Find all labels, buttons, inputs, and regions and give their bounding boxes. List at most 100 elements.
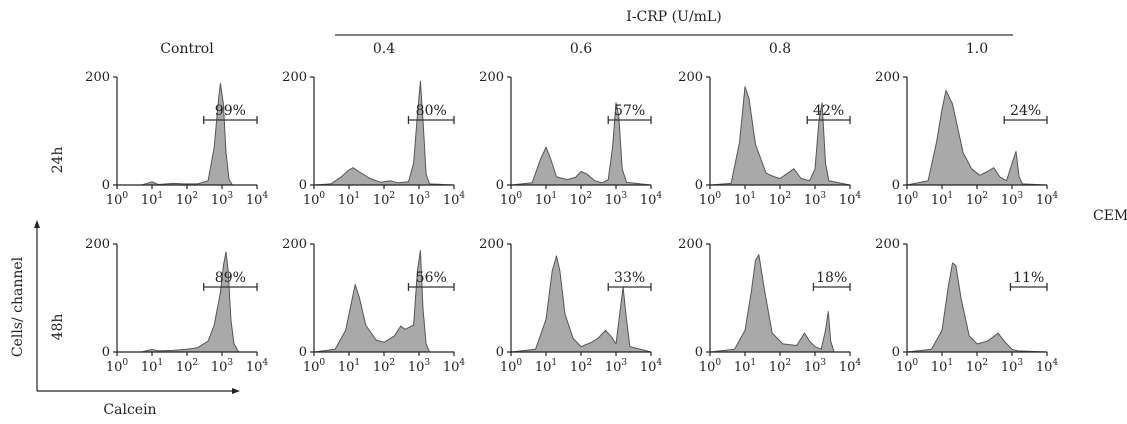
x-tick-label: 101 bbox=[338, 191, 360, 208]
x-tick-label: 103 bbox=[408, 358, 431, 375]
header-label: I-CRP (U/mL) bbox=[626, 9, 721, 25]
gate-percent-label: 99% bbox=[215, 103, 246, 119]
y-tick-label: 200 bbox=[479, 237, 504, 252]
x-tick-label: 100 bbox=[896, 358, 919, 375]
x-tick-label: 102 bbox=[769, 191, 791, 208]
y-tick-label: 0 bbox=[299, 345, 307, 360]
y-tick-label: 0 bbox=[695, 178, 703, 193]
y-tick-label: 0 bbox=[892, 178, 900, 193]
y-tick-label: 200 bbox=[282, 237, 307, 252]
gate-percent-label: 33% bbox=[614, 270, 645, 286]
row-label-48h: 48h bbox=[50, 314, 66, 341]
column-title: 0.8 bbox=[769, 41, 791, 57]
gate-percent-label: 56% bbox=[416, 270, 447, 286]
x-tick-label: 104 bbox=[839, 191, 862, 208]
histogram-area bbox=[906, 262, 1048, 353]
x-tick-label: 104 bbox=[839, 358, 862, 375]
y-tick-label: 200 bbox=[678, 70, 703, 85]
y-tick-label: 0 bbox=[695, 345, 703, 360]
x-tick-label: 100 bbox=[106, 191, 129, 208]
x-tick-label: 104 bbox=[246, 191, 269, 208]
gate-percent-label: 24% bbox=[1010, 103, 1041, 119]
y-tick-label: 0 bbox=[299, 178, 307, 193]
y-axis-arrowhead bbox=[34, 220, 40, 228]
x-tick-label: 101 bbox=[535, 358, 557, 375]
x-tick-label: 102 bbox=[769, 358, 791, 375]
x-tick-label: 102 bbox=[570, 191, 592, 208]
gate-percent-label: 80% bbox=[416, 103, 447, 119]
x-tick-label: 100 bbox=[500, 191, 523, 208]
x-tick-label: 104 bbox=[640, 358, 663, 375]
histogram-area bbox=[510, 102, 652, 186]
x-tick-label: 104 bbox=[1036, 191, 1059, 208]
gate-percent-label: 89% bbox=[215, 270, 246, 286]
x-tick-label: 103 bbox=[804, 191, 827, 208]
x-tick-label: 104 bbox=[1036, 358, 1059, 375]
row-label-24h: 24h bbox=[50, 147, 66, 174]
y-tick-label: 200 bbox=[678, 237, 703, 252]
column-title: 1.0 bbox=[966, 41, 988, 57]
y-tick-label: 200 bbox=[479, 70, 504, 85]
x-tick-label: 102 bbox=[176, 358, 198, 375]
gate-percent-label: 11% bbox=[1013, 270, 1044, 286]
x-tick-label: 102 bbox=[373, 191, 395, 208]
y-tick-label: 200 bbox=[875, 237, 900, 252]
histogram-area bbox=[313, 80, 455, 186]
x-tick-label: 101 bbox=[141, 191, 163, 208]
x-tick-label: 101 bbox=[141, 358, 163, 375]
x-tick-label: 103 bbox=[1001, 191, 1024, 208]
column-title: 0.6 bbox=[570, 41, 592, 57]
histogram-area bbox=[116, 251, 258, 353]
histogram-area bbox=[313, 250, 455, 353]
x-tick-label: 100 bbox=[500, 358, 523, 375]
x-tick-label: 104 bbox=[640, 191, 663, 208]
y-axis-label: Cells/ channel bbox=[10, 256, 26, 357]
x-tick-label: 103 bbox=[804, 358, 827, 375]
histogram-area bbox=[906, 90, 1048, 186]
x-tick-label: 101 bbox=[734, 358, 756, 375]
y-tick-label: 0 bbox=[102, 345, 110, 360]
gate-percent-label: 57% bbox=[614, 103, 645, 119]
x-tick-label: 102 bbox=[570, 358, 592, 375]
x-tick-label: 100 bbox=[896, 191, 919, 208]
y-tick-label: 0 bbox=[496, 178, 504, 193]
y-tick-label: 0 bbox=[496, 345, 504, 360]
x-axis-arrowhead bbox=[232, 388, 240, 394]
x-tick-label: 102 bbox=[966, 191, 988, 208]
y-tick-label: 0 bbox=[102, 178, 110, 193]
x-tick-label: 104 bbox=[443, 191, 466, 208]
x-tick-label: 103 bbox=[211, 191, 234, 208]
x-axis-label: Calcein bbox=[103, 402, 156, 418]
y-tick-label: 200 bbox=[85, 70, 110, 85]
x-tick-label: 101 bbox=[338, 358, 360, 375]
x-tick-label: 103 bbox=[605, 358, 628, 375]
histogram-area bbox=[709, 86, 851, 186]
x-tick-label: 100 bbox=[106, 358, 129, 375]
column-title: 0.4 bbox=[373, 41, 395, 57]
y-tick-label: 200 bbox=[85, 237, 110, 252]
y-tick-label: 0 bbox=[892, 345, 900, 360]
x-tick-label: 102 bbox=[176, 191, 198, 208]
side-label-cem: CEM bbox=[1093, 208, 1127, 224]
histogram-area bbox=[510, 255, 652, 353]
x-tick-label: 100 bbox=[699, 191, 722, 208]
x-tick-label: 102 bbox=[373, 358, 395, 375]
gate-percent-label: 42% bbox=[813, 103, 844, 119]
x-tick-label: 103 bbox=[408, 191, 431, 208]
gate-percent-label: 18% bbox=[816, 270, 847, 286]
x-tick-label: 103 bbox=[605, 191, 628, 208]
x-tick-label: 100 bbox=[303, 358, 326, 375]
histogram-area bbox=[116, 83, 258, 186]
x-tick-label: 100 bbox=[699, 358, 722, 375]
